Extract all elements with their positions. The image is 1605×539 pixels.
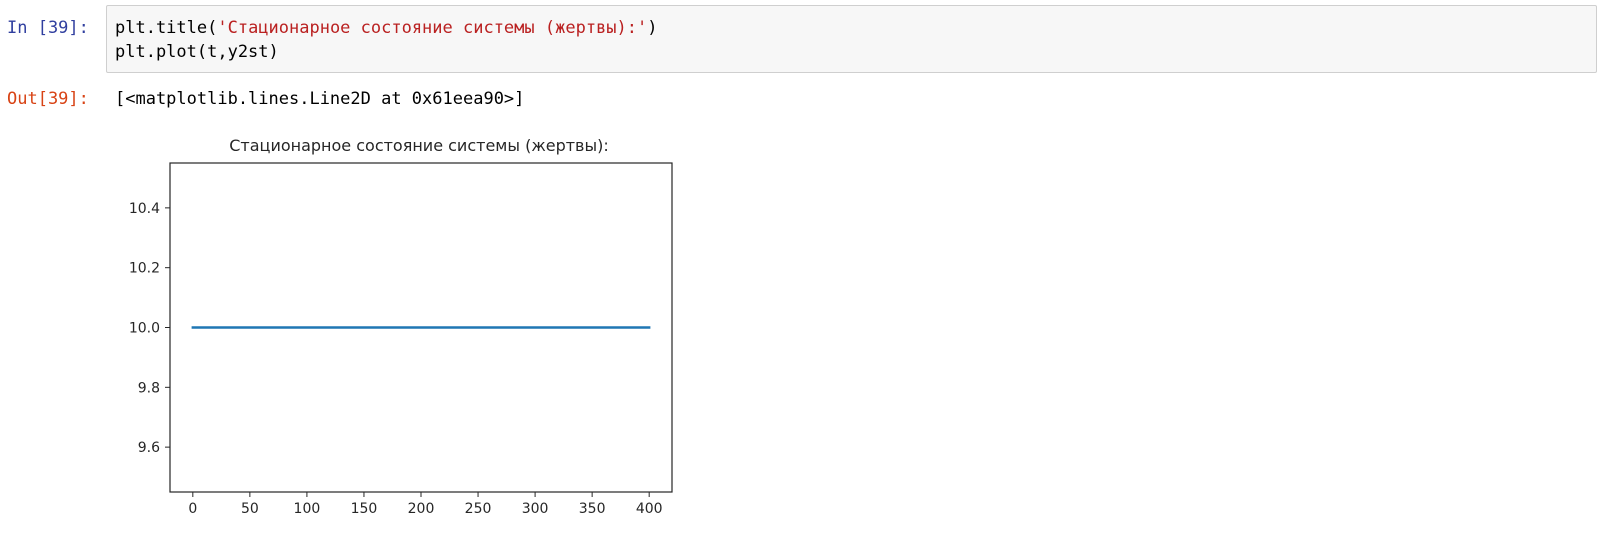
y-tick-label: 9.6: [138, 440, 160, 456]
output-text: [<matplotlib.lines.Line2D at 0x61eea90>]: [115, 89, 525, 109]
output-prompt: Out[39]:: [7, 89, 89, 109]
y-tick-label: 10.0: [129, 321, 160, 337]
x-tick-label: 250: [465, 501, 492, 517]
code-line-1-prefix: plt.title(: [115, 18, 218, 38]
x-tick-label: 150: [351, 501, 378, 517]
y-tick-label: 10.2: [129, 261, 160, 277]
code-line-1-suffix: ): [647, 18, 658, 38]
x-tick-label: 100: [294, 501, 321, 517]
x-tick-label: 0: [188, 501, 197, 517]
x-tick-label: 350: [579, 501, 606, 517]
code-line-2: plt.plot(t,y2st): [115, 42, 279, 62]
y-tick-label: 9.8: [138, 380, 160, 396]
axis-ticks: 0 50 100 150 200 250 300 350 400 9.6 9.8 10.0 10.2 10…: [129, 201, 663, 517]
plot-frame: [169, 162, 673, 493]
y-tick-label: 10.4: [129, 201, 160, 217]
code-cell-input[interactable]: plt.title('Стационарное состояние систем…: [106, 5, 1597, 73]
code-line-1-string: 'Стационарное состояние системы (жертвы)…: [217, 18, 648, 38]
chart-title: Стационарное состояние системы (жертвы):: [229, 136, 609, 155]
input-prompt: In [39]:: [7, 18, 89, 38]
x-tick-label: 300: [522, 501, 549, 517]
code-line-1: plt.title('Стационарное состояние систем…: [115, 16, 657, 40]
x-tick-label: 400: [636, 501, 663, 517]
x-tick-label: 50: [241, 501, 259, 517]
x-tick-label: 200: [408, 501, 435, 517]
